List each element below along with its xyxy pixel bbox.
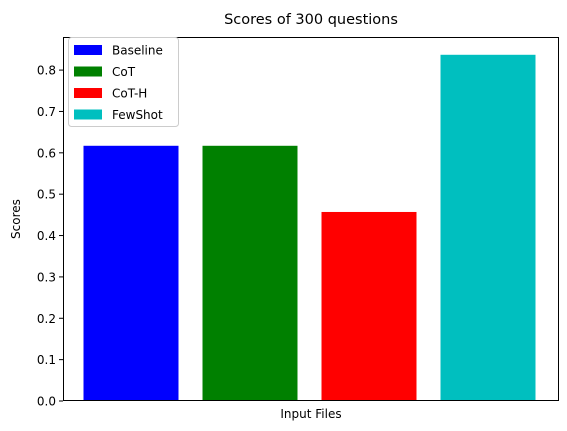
legend-box — [68, 37, 179, 127]
legend-swatch — [74, 45, 102, 55]
x-axis-label: Input Files — [280, 407, 341, 421]
legend-swatch — [74, 109, 102, 120]
bar-baseline — [83, 145, 179, 401]
y-tick-label: 0.5 — [37, 188, 56, 202]
y-tick-label: 0.4 — [37, 229, 56, 243]
y-axis-label: Scores — [9, 199, 23, 239]
y-tick-label: 0.6 — [37, 146, 56, 160]
y-tick-label: 0.1 — [37, 353, 56, 367]
y-tick-label: 0.2 — [37, 312, 56, 326]
legend-label: CoT-H — [112, 87, 147, 101]
bars-layer — [83, 54, 536, 401]
chart-title: Scores of 300 questions — [224, 12, 398, 28]
bar-cot-h — [321, 211, 417, 401]
y-tick-label: 0.7 — [37, 105, 56, 119]
y-axis: 0.0 0.1 0.2 0.3 0.4 0.5 0.6 0.7 0.8 — [37, 64, 63, 409]
legend: Baseline CoT CoT-H FewShot — [68, 37, 179, 127]
legend-label: FewShot — [112, 108, 163, 122]
y-tick-label: 0.0 — [37, 395, 56, 409]
y-tick-label: 0.8 — [37, 64, 56, 78]
legend-label: CoT — [112, 65, 136, 79]
y-tick-label: 0.3 — [37, 270, 56, 284]
legend-swatch — [74, 66, 102, 77]
bar-cot — [202, 145, 298, 401]
plot-frame — [63, 37, 559, 401]
bar-fewshot — [440, 54, 536, 401]
legend-swatch — [74, 88, 102, 98]
legend-label: Baseline — [112, 44, 163, 58]
